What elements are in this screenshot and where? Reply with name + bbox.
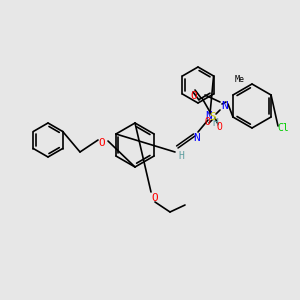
Text: O: O — [99, 138, 105, 148]
Text: Cl: Cl — [277, 123, 289, 133]
Text: N: N — [222, 101, 228, 111]
Text: O: O — [152, 193, 158, 203]
Text: O: O — [204, 117, 210, 127]
Text: H: H — [178, 151, 184, 161]
Text: N: N — [206, 111, 212, 121]
Text: N: N — [194, 133, 200, 143]
Text: O: O — [190, 91, 197, 101]
Text: H: H — [212, 118, 218, 128]
Text: O: O — [216, 122, 222, 132]
Text: S: S — [210, 112, 216, 122]
Text: Me: Me — [235, 76, 245, 85]
